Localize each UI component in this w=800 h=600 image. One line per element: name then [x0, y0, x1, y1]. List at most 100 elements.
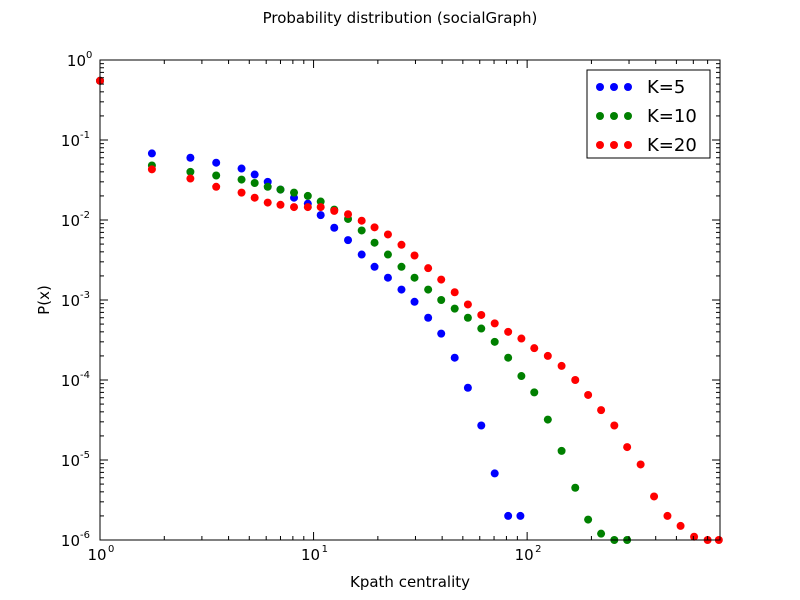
legend-label: K=10	[647, 106, 697, 127]
y-tick-exponent: -2	[80, 210, 90, 221]
y-tick-label: 10 -6	[61, 530, 90, 550]
data-point	[450, 304, 459, 313]
data-point	[330, 223, 339, 232]
data-point	[263, 182, 272, 191]
data-point	[530, 388, 539, 397]
y-tick-label: 10 -2	[61, 210, 90, 230]
chart-title: Probability distribution (socialGraph)	[263, 9, 538, 27]
y-tick-base: 10	[61, 132, 80, 150]
data-point	[477, 324, 486, 333]
data-point	[516, 511, 525, 520]
data-point	[543, 351, 552, 360]
y-tick-base: 10	[67, 52, 86, 70]
data-point	[463, 383, 472, 392]
data-point	[477, 310, 486, 319]
legend-marker	[610, 112, 618, 120]
legend-entry: K=5	[596, 77, 685, 98]
series-K=5	[96, 76, 525, 520]
data-point	[316, 197, 325, 206]
axis-ticks	[99, 59, 721, 541]
data-point	[557, 361, 566, 370]
data-point	[316, 203, 325, 212]
data-point	[584, 515, 593, 524]
legend-marker	[610, 83, 618, 91]
data-point	[186, 167, 195, 176]
data-point	[690, 532, 699, 541]
data-point	[303, 203, 312, 212]
data-points	[96, 76, 723, 544]
data-point	[676, 521, 685, 530]
data-point	[437, 329, 446, 338]
data-point	[424, 285, 433, 294]
data-point	[490, 469, 499, 478]
data-point	[383, 273, 392, 282]
data-point	[636, 460, 645, 469]
y-tick-base: 10	[61, 452, 80, 470]
data-point	[250, 179, 259, 188]
data-point	[424, 264, 433, 273]
x-tick-exponent: 0	[108, 544, 114, 555]
y-axis-label: P(x)	[35, 285, 53, 315]
legend-marker	[624, 141, 632, 149]
series-K=20	[96, 76, 723, 544]
y-tick-exponent: -5	[80, 450, 90, 461]
data-point	[437, 296, 446, 304]
y-tick-base: 10	[61, 212, 80, 230]
data-point	[463, 313, 472, 322]
legend: K=5 K=10 K=20	[586, 69, 711, 159]
legend-frame	[586, 69, 711, 159]
x-tick-label: 10 0	[87, 544, 114, 564]
x-tick-labels: 10 0 10 1 10 2	[87, 544, 541, 564]
data-point	[357, 250, 366, 259]
data-point	[370, 238, 379, 247]
legend-label: K=20	[647, 135, 697, 156]
y-tick-exponent: -6	[80, 530, 90, 541]
data-point	[212, 182, 221, 191]
data-point	[147, 165, 156, 174]
legend-label: K=5	[647, 77, 685, 98]
data-point	[410, 251, 419, 260]
x-tick-exponent: 2	[535, 544, 541, 555]
data-point	[290, 188, 299, 197]
data-point	[410, 297, 419, 306]
y-tick-base: 10	[61, 532, 80, 550]
x-tick-label: 10 1	[301, 544, 328, 564]
data-point	[623, 443, 632, 452]
data-point	[557, 446, 566, 455]
data-point	[571, 483, 580, 492]
y-tick-label: 10 -3	[61, 290, 90, 310]
y-tick-exponent: -1	[80, 130, 90, 141]
data-point	[344, 236, 353, 245]
x-tick-label: 10 2	[515, 544, 542, 564]
data-point	[250, 193, 259, 202]
y-tick-label: 10 -1	[61, 130, 90, 150]
data-point	[504, 511, 513, 520]
y-tick-exponent: -4	[80, 370, 90, 381]
data-point	[450, 353, 459, 362]
data-point	[250, 170, 259, 179]
data-point	[650, 492, 659, 501]
plot-frame	[99, 59, 721, 541]
legend-marker	[596, 141, 604, 149]
data-point	[397, 262, 406, 271]
data-point	[212, 158, 221, 167]
legend-marker	[596, 83, 604, 91]
data-point	[517, 334, 526, 343]
y-tick-label: 10 0	[67, 50, 92, 70]
data-point	[490, 337, 499, 346]
data-point	[344, 210, 353, 219]
y-tick-exponent: 0	[86, 50, 92, 61]
y-tick-base: 10	[61, 292, 80, 310]
data-point	[212, 171, 221, 180]
x-tick-exponent: 1	[322, 544, 328, 555]
legend-marker	[624, 112, 632, 120]
data-point	[597, 406, 606, 415]
data-point	[303, 191, 312, 200]
data-point	[237, 188, 246, 197]
data-point	[357, 216, 366, 225]
legend-entry: K=20	[596, 135, 697, 156]
data-point	[316, 211, 325, 220]
data-point	[571, 376, 580, 384]
